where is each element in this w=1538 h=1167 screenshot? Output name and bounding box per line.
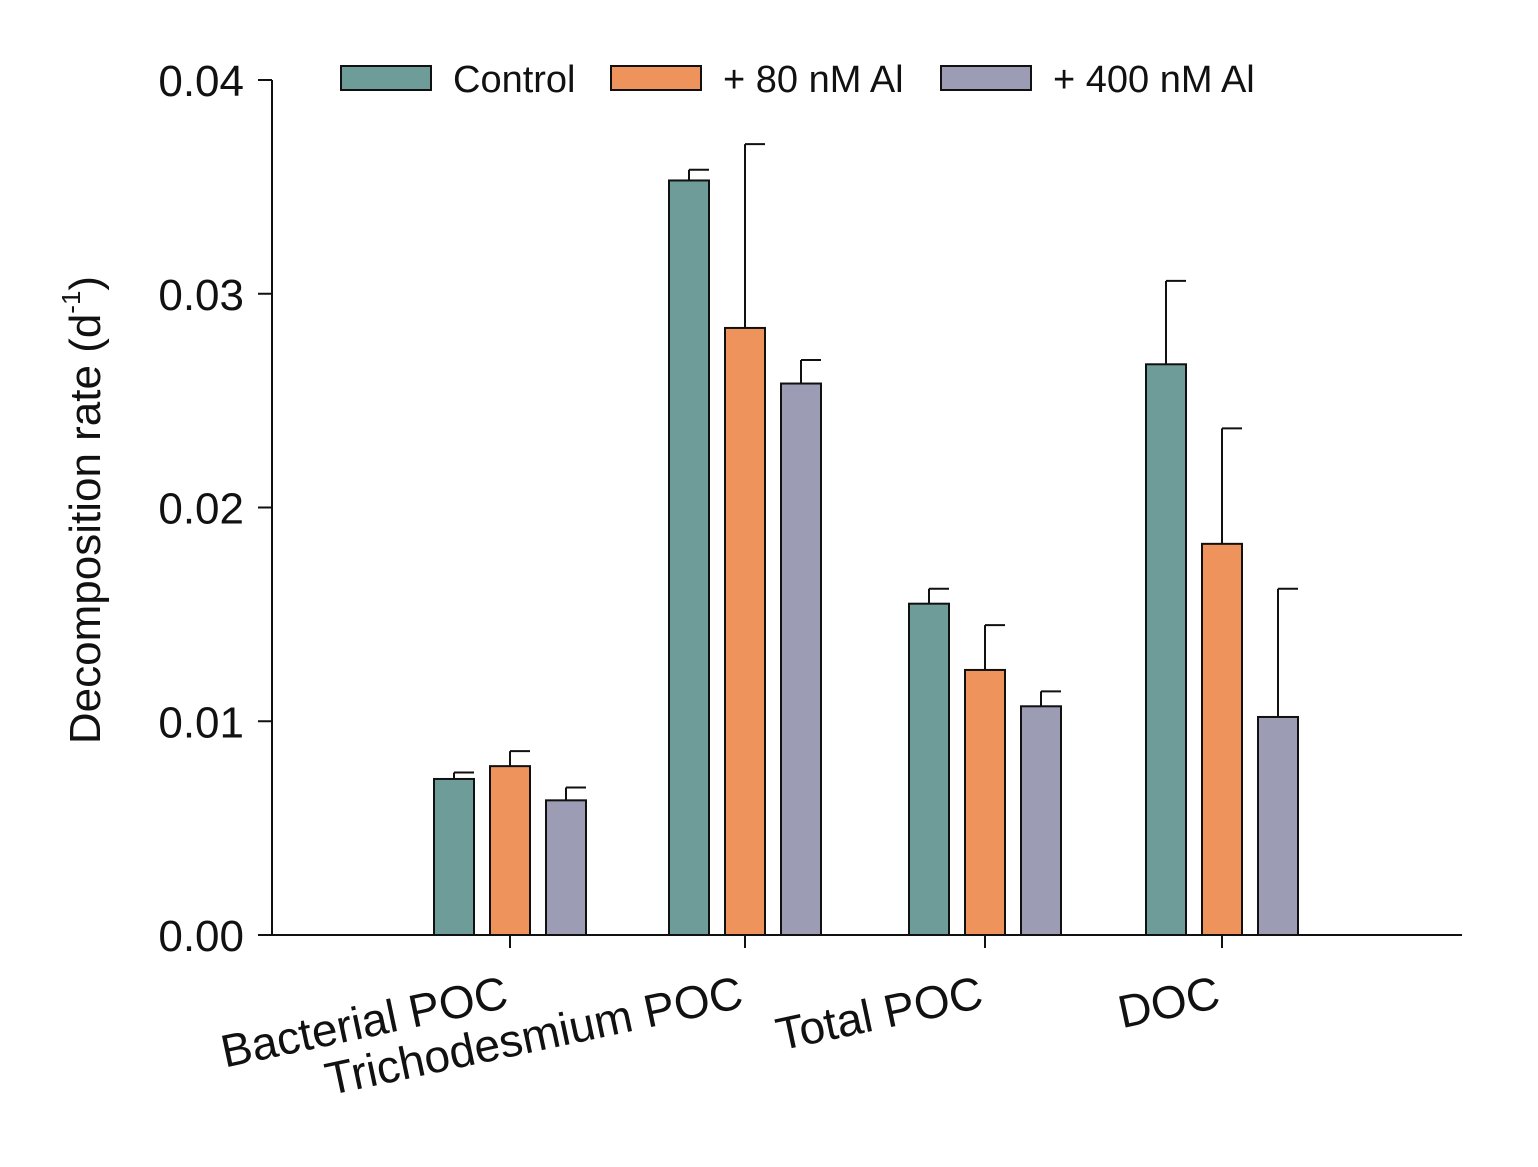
y-tick-label: 0.02	[158, 485, 244, 534]
bars-layer	[433, 143, 1299, 937]
legend-label: + 400 nM Al	[1053, 59, 1255, 101]
bar	[489, 765, 531, 937]
y-axis-title: Decomposition rate (d-1)	[56, 276, 110, 744]
bar	[1145, 363, 1187, 937]
bar	[724, 326, 766, 936]
bar	[1020, 705, 1062, 936]
y-tick-label: 0.04	[158, 57, 244, 106]
y-tick-label: 0.01	[158, 698, 244, 747]
legend-swatch	[610, 65, 702, 91]
x-tick-label: Total POC	[771, 966, 987, 1060]
bar	[545, 799, 587, 937]
bar	[908, 602, 950, 936]
bar	[964, 668, 1006, 936]
x-tick-label: DOC	[1113, 966, 1224, 1038]
legend-swatch	[940, 65, 1032, 91]
bar	[1257, 715, 1299, 936]
bar	[433, 777, 475, 937]
legend-label: Control	[453, 59, 576, 101]
bar	[668, 179, 710, 936]
bar	[1201, 542, 1243, 937]
legend: Control + 80 nM Al + 400 nM Al	[340, 59, 1255, 101]
y-ticks: 0.00 0.01 0.02 0.03 0.04	[158, 57, 272, 961]
y-tick-label: 0.03	[158, 271, 244, 320]
y-tick-label: 0.00	[158, 912, 244, 961]
bar	[780, 382, 822, 936]
legend-swatch	[340, 65, 432, 91]
legend-label: + 80 nM Al	[723, 59, 904, 101]
